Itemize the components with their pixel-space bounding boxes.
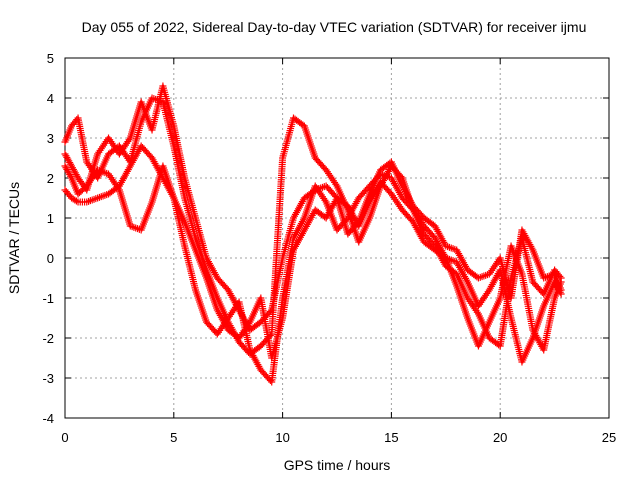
y-tick-label: -2 <box>42 331 54 346</box>
x-tick-label: 0 <box>61 430 68 445</box>
y-tick-label: 2 <box>47 171 54 186</box>
x-tick-label: 5 <box>170 430 177 445</box>
data-point <box>557 286 565 294</box>
data-points <box>61 82 565 386</box>
track-marker <box>72 197 80 205</box>
y-tick-label: -3 <box>42 371 54 386</box>
x-tick-label: 25 <box>602 430 616 445</box>
y-tick-label: 4 <box>47 91 54 106</box>
track-marker <box>266 308 274 315</box>
x-tick-label: 15 <box>384 430 398 445</box>
y-tick-label: -4 <box>42 411 54 426</box>
track-marker <box>67 172 75 180</box>
chart-title: Day 055 of 2022, Sidereal Day-to-day VTE… <box>82 19 587 35</box>
x-axis-label: GPS time / hours <box>284 457 391 473</box>
x-tick-label: 10 <box>275 430 289 445</box>
y-tick-label: 5 <box>47 51 54 66</box>
y-tick-label: -1 <box>42 291 54 306</box>
y-tick-label: 0 <box>47 251 54 266</box>
x-tick-label: 20 <box>493 430 507 445</box>
y-axis-label: SDTVAR / TECUs <box>6 182 22 294</box>
y-tick-label: 1 <box>47 211 54 226</box>
x-tick-labels: 0 5 10 15 20 25 <box>61 430 616 445</box>
y-tick-label: 3 <box>47 131 54 146</box>
plot-frame <box>64 57 610 419</box>
y-tick-labels: 5 4 3 2 1 0 -1 -2 -3 -4 <box>42 51 54 426</box>
